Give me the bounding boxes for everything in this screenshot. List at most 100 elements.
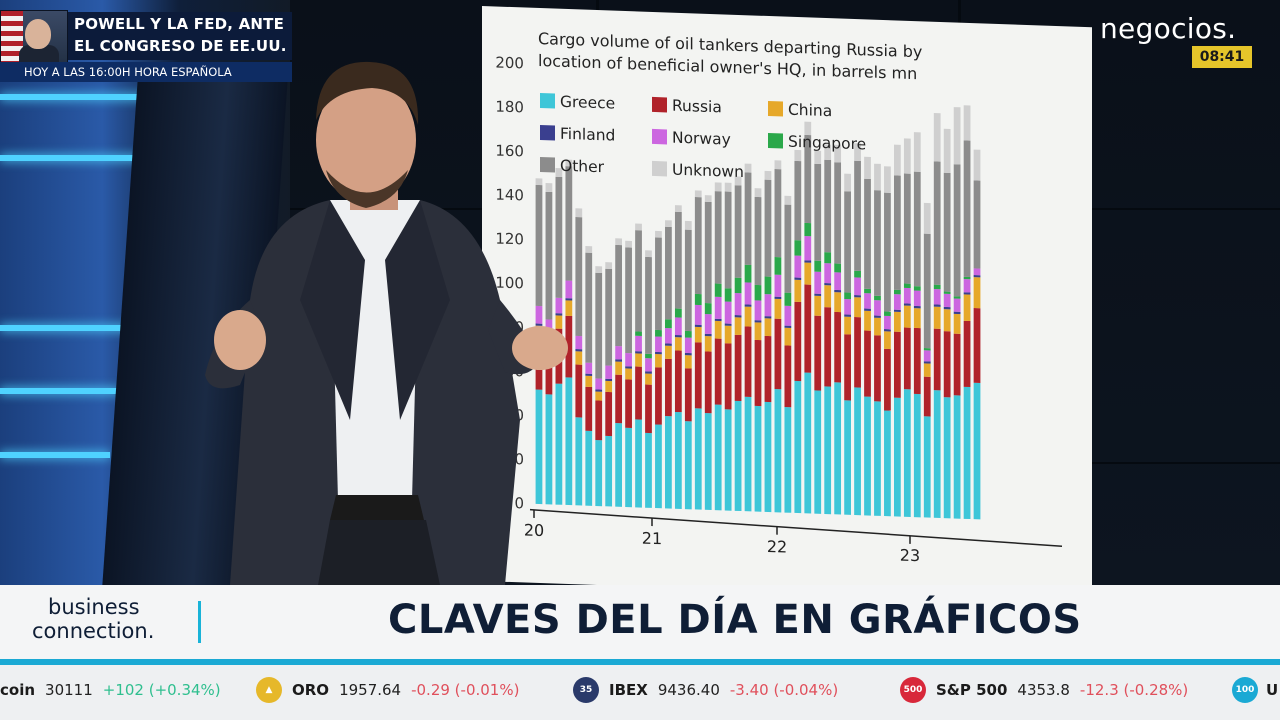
- bar-segment: [615, 244, 623, 347]
- legend-label: Russia: [672, 97, 722, 117]
- bar-segment: [565, 166, 573, 281]
- bar-segment: [943, 309, 951, 332]
- bar-segment: [913, 393, 921, 518]
- bar-segment: [585, 375, 593, 388]
- bar-segment: [545, 345, 553, 395]
- bar-segment: [674, 334, 682, 338]
- bar-segment: [595, 266, 603, 273]
- bar-segment: [784, 305, 792, 326]
- bar-segment: [535, 325, 543, 337]
- market-ticker: coin 30111 +102 (+0.34%) ▲ ORO 1957.64 -0.29…: [0, 665, 1280, 720]
- bar-segment: [973, 149, 981, 181]
- bar-segment: [655, 367, 662, 425]
- bar-segment: [665, 358, 672, 417]
- bar-segment: [625, 366, 632, 369]
- bar-segment: [704, 333, 712, 337]
- bar-segment: [774, 257, 782, 275]
- legend-label: Greece: [560, 93, 615, 113]
- bar-segment: [913, 327, 921, 395]
- bar-segment: [824, 263, 832, 284]
- bar-segment: [884, 311, 891, 317]
- bar-segment: [784, 325, 792, 328]
- bar-segment: [784, 292, 792, 306]
- bar-segment: [764, 170, 772, 180]
- bar-segment: [704, 313, 712, 335]
- bar-segment: [764, 318, 772, 337]
- bar-segment: [923, 233, 931, 349]
- ticker-change: +102 (+0.34%): [102, 681, 221, 699]
- show-brand-line2: connection.: [32, 619, 155, 643]
- bar-segment: [724, 301, 732, 324]
- bar-segment: [804, 121, 812, 136]
- ticker-item-ibex: IBEX 9436.40 -3.40 (-0.04%): [609, 681, 838, 699]
- bar-segment: [764, 276, 772, 295]
- bar-segment: [923, 363, 931, 377]
- bar-segment: [714, 338, 722, 405]
- y-tick-label: 80: [505, 318, 524, 337]
- bar-segment: [724, 325, 732, 344]
- bar-segment: [575, 349, 583, 352]
- bar-segment: [963, 140, 971, 278]
- bar-segment: [893, 331, 901, 398]
- bar-segment: [943, 293, 951, 308]
- bar-segment: [884, 166, 891, 193]
- bar-segment: [804, 372, 812, 514]
- bar-segment: [884, 192, 891, 312]
- channel-logo: negocios.: [1100, 12, 1237, 45]
- bar-segment: [595, 389, 603, 392]
- bar-segment: [575, 335, 583, 350]
- bar-segment: [963, 105, 971, 141]
- bar-segment: [605, 262, 613, 269]
- bar-segment: [844, 334, 851, 401]
- bar-segment: [744, 326, 752, 398]
- bar-segment: [933, 112, 941, 162]
- bar-segment: [655, 354, 662, 368]
- bar-segment: [665, 345, 672, 360]
- bar-segment: [714, 296, 722, 319]
- ticker-item-oro: ORO 1957.64 -0.29 (-0.01%): [292, 681, 519, 699]
- bar-segment: [963, 386, 971, 520]
- bar-segment: [814, 315, 822, 391]
- bar-segment: [545, 319, 553, 336]
- bar-segment: [655, 336, 662, 353]
- bar-segment: [834, 162, 842, 264]
- bar-segment: [884, 315, 891, 330]
- bar-segment: [704, 195, 712, 203]
- bar-segment: [794, 240, 802, 256]
- legend-label: Singapore: [788, 133, 866, 154]
- bar-segment: [764, 179, 772, 277]
- bar-segment: [973, 382, 981, 520]
- bar-segment: [953, 313, 961, 334]
- bar-segment: [834, 144, 842, 163]
- bar-segment: [953, 333, 961, 396]
- bar-segment: [874, 315, 881, 318]
- bar-segment: [774, 160, 782, 170]
- bar-segment: [565, 159, 573, 167]
- bar-segment: [774, 274, 782, 297]
- bar-segment: [635, 230, 642, 332]
- bar-segment: [684, 229, 692, 332]
- bar-segment: [535, 389, 543, 505]
- bar-segment: [824, 144, 832, 160]
- light-stripe: [0, 325, 130, 331]
- bar-segment: [674, 350, 682, 413]
- bar-segment: [874, 190, 881, 296]
- bar-segment: [893, 311, 901, 332]
- bar-segment: [615, 359, 623, 362]
- bar-segment: [694, 342, 702, 409]
- bar-segment: [645, 384, 652, 434]
- bar-segment: [704, 412, 712, 511]
- bar-segment: [714, 191, 722, 284]
- ticker-value: 4353.8: [1017, 681, 1070, 699]
- bar-segment: [655, 329, 662, 337]
- bar-segment: [814, 390, 822, 514]
- bar-segment: [943, 128, 951, 173]
- y-tick-label: 120: [495, 229, 524, 248]
- bar-segment: [963, 320, 971, 388]
- bar-segment: [694, 197, 702, 295]
- bar-segment: [844, 316, 851, 335]
- bar-segment: [575, 417, 583, 506]
- bar-segment: [665, 226, 672, 320]
- bar-segment: [694, 304, 702, 325]
